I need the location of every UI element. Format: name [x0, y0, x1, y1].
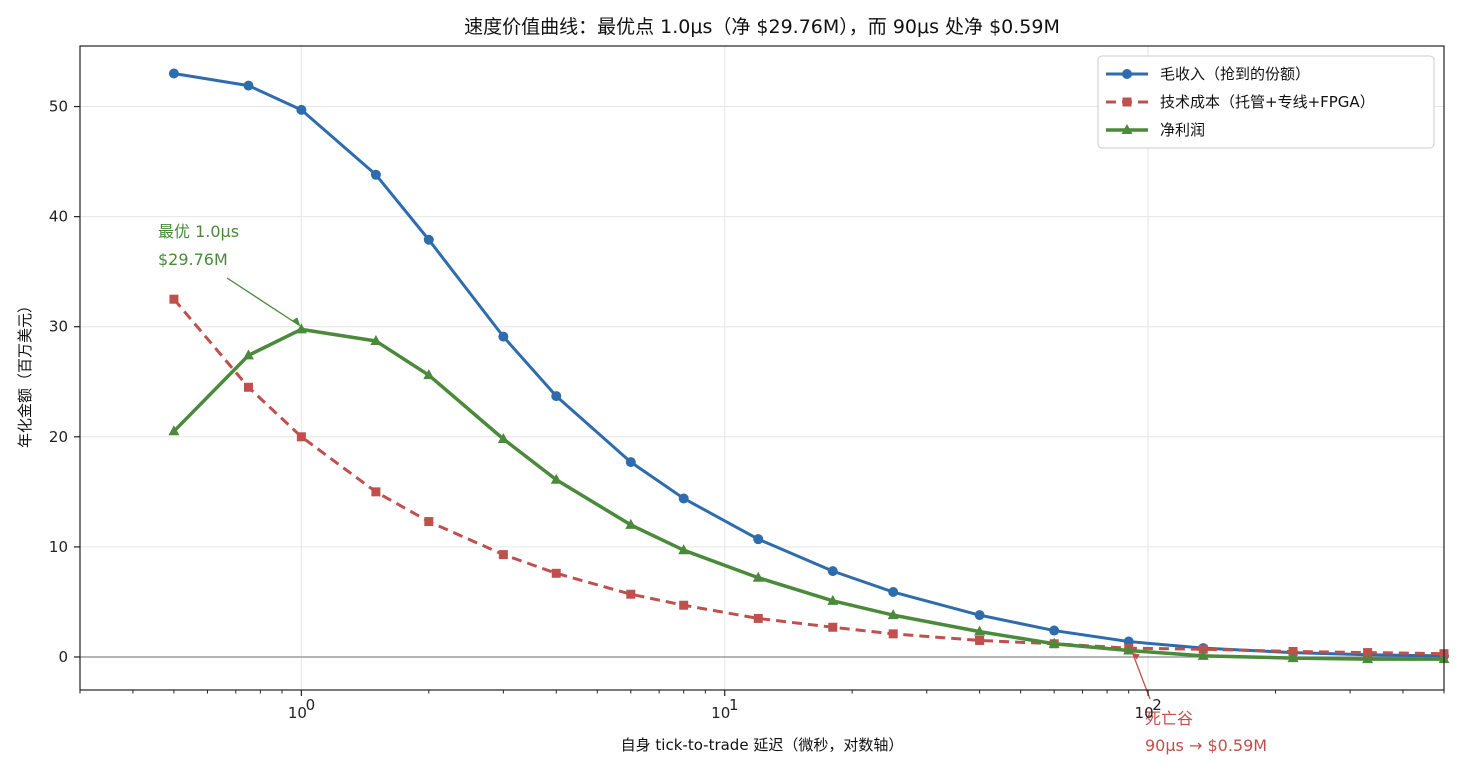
data-point	[625, 457, 636, 468]
data-point	[424, 517, 434, 527]
data-point	[1363, 648, 1373, 658]
data-point	[888, 629, 898, 639]
data-point	[752, 571, 764, 582]
annotation-label: 最优 1.0μs	[158, 222, 239, 241]
legend-entry: 毛收入（抢到的份额）	[1160, 65, 1310, 83]
y-axis-label: 年化金额（百万美元）	[16, 298, 34, 448]
data-point	[243, 80, 254, 91]
y-tick-label: 50	[49, 98, 68, 116]
x-axis-label: 自身 tick-to-trade 延迟（微秒，对数轴）	[621, 736, 904, 754]
y-tick-label: 40	[49, 208, 68, 226]
annotation-arrowhead	[292, 317, 301, 327]
x-tick-label: 10	[1135, 704, 1154, 722]
data-point	[371, 487, 381, 497]
y-axis: 0 10 20 30 40 50	[49, 98, 80, 666]
data-point	[1288, 646, 1298, 656]
x-tick-label: 10	[711, 704, 730, 722]
annotation-value: $29.76M	[158, 250, 228, 269]
data-point	[498, 550, 508, 560]
annotation-arrow	[1132, 653, 1151, 700]
x-tick-label-exponent: 2	[1152, 696, 1162, 714]
annotation-arrow	[226, 277, 300, 326]
x-axis: 100 101 102	[79, 690, 1445, 722]
series-line	[172, 298, 1445, 656]
data-point	[168, 425, 180, 436]
plot-frame	[79, 45, 1445, 691]
legend-marker	[1122, 97, 1132, 107]
data-point	[753, 613, 763, 623]
data-point	[1049, 625, 1060, 636]
data-point	[974, 610, 985, 621]
data-point	[423, 234, 434, 245]
data-point	[679, 600, 689, 610]
annotations: 最优 1.0μs $29.76M 死亡谷 90μs → $0.59M	[158, 222, 1267, 755]
legend-entry: 技术成本（托管+专线+FPGA）	[1160, 93, 1375, 111]
legend-entry: 净利润	[1160, 121, 1205, 139]
chart-title: 速度价值曲线：最优点 1.0μs（净 $29.76M），而 90μs 处净 $0…	[464, 16, 1060, 38]
data-point	[296, 432, 306, 442]
data-point	[678, 493, 689, 504]
data-point	[827, 594, 839, 605]
data-point	[168, 68, 179, 79]
data-point	[551, 391, 562, 402]
data-point	[626, 589, 636, 599]
data-point	[423, 369, 435, 380]
y-tick-label: 0	[58, 648, 68, 666]
legend-marker	[1122, 69, 1132, 79]
data-point	[753, 534, 764, 545]
data-point	[169, 294, 179, 304]
series-2	[169, 294, 1449, 659]
data-point	[678, 544, 690, 555]
annotation-value: 90μs → $0.59M	[1145, 736, 1267, 755]
data-point	[975, 635, 985, 645]
data-point	[497, 433, 509, 444]
series-line	[172, 327, 1444, 661]
data-point	[887, 609, 899, 620]
data-point	[1287, 652, 1299, 663]
data-point	[1048, 637, 1060, 648]
data-point	[828, 622, 838, 632]
y-tick-label: 30	[49, 318, 68, 336]
data-point	[625, 518, 637, 529]
legend-box	[1097, 55, 1435, 149]
data-point	[550, 473, 562, 484]
data-point	[888, 587, 899, 598]
annotation-arrowhead	[1130, 652, 1140, 660]
series-group	[168, 68, 1450, 664]
data-point	[295, 323, 307, 334]
series-1	[168, 68, 1449, 661]
data-point	[1123, 644, 1135, 655]
data-point	[1198, 644, 1208, 654]
data-point	[296, 104, 307, 115]
data-point	[370, 169, 381, 180]
y-tick-label: 10	[49, 538, 68, 556]
legend-marker	[1121, 124, 1133, 134]
data-point	[370, 335, 382, 346]
data-point	[1197, 649, 1209, 660]
data-point	[243, 382, 253, 392]
data-point	[974, 625, 986, 636]
annotation-label: 死亡谷	[1145, 709, 1193, 728]
x-tick-label-exponent: 1	[729, 696, 739, 714]
data-point	[242, 349, 254, 360]
series-3	[168, 323, 1450, 664]
x-tick-label: 10	[288, 704, 307, 722]
data-point	[551, 568, 561, 578]
data-point	[498, 331, 509, 342]
y-tick-label: 20	[49, 428, 68, 446]
data-point	[1362, 653, 1374, 664]
x-tick-label-exponent: 0	[306, 696, 316, 714]
series-line	[173, 72, 1445, 658]
data-point	[827, 566, 838, 577]
legend: 毛收入（抢到的份额） 技术成本（托管+专线+FPGA） 净利润	[1097, 55, 1435, 149]
